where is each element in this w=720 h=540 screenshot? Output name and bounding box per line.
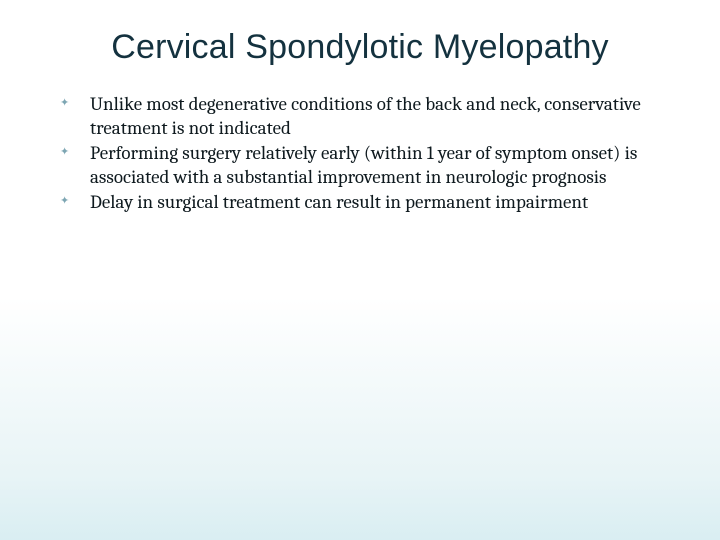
bullet-list: ✦ Unlike most degenerative conditions of… xyxy=(48,93,672,215)
bullet-icon: ✦ xyxy=(60,194,69,208)
bullet-text: Delay in surgical treatment can result i… xyxy=(90,191,588,213)
bullet-text: Performing surgery relatively early (wit… xyxy=(90,142,637,188)
bullet-icon: ✦ xyxy=(60,96,69,110)
bullet-icon: ✦ xyxy=(60,145,69,159)
list-item: ✦ Unlike most degenerative conditions of… xyxy=(54,93,672,140)
list-item: ✦ Performing surgery relatively early (w… xyxy=(54,142,672,189)
slide-title: Cervical Spondylotic Myelopathy xyxy=(48,28,672,67)
list-item: ✦ Delay in surgical treatment can result… xyxy=(54,191,672,215)
slide: Cervical Spondylotic Myelopathy ✦ Unlike… xyxy=(0,0,720,540)
bullet-text: Unlike most degenerative conditions of t… xyxy=(90,93,641,139)
